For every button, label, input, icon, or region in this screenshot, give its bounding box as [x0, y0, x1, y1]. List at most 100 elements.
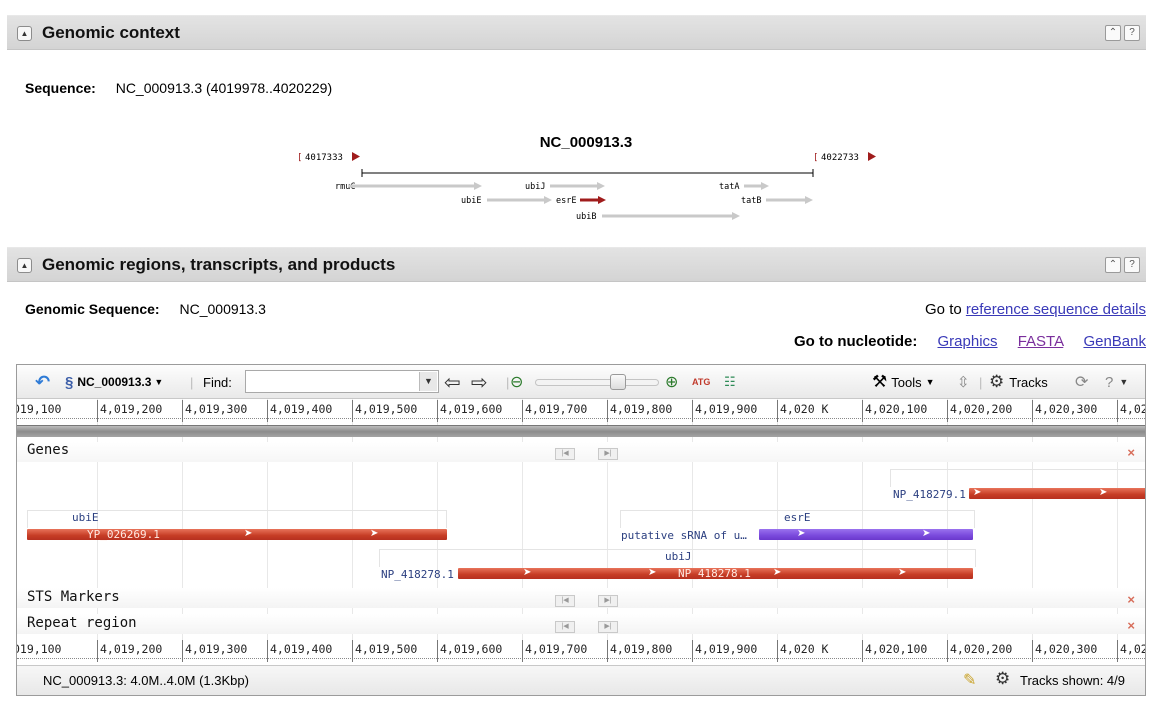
gene-label-ubiB: ubiB: [576, 212, 596, 222]
feature-label-np418279[interactable]: NP_418279.1: [893, 488, 966, 501]
ruler-tick: 4,019,600: [437, 640, 502, 662]
gear-icon[interactable]: ⚙: [995, 669, 1011, 688]
feature-label-putative[interactable]: putative sRNA of u…: [621, 529, 747, 542]
collapse-toggle-icon[interactable]: ▲: [17, 26, 32, 41]
sequence-line: Sequence: NC_000913.3 (4019978..4020229): [25, 80, 332, 96]
sequence-bar[interactable]: [17, 425, 1145, 437]
feature-bar-yp026269[interactable]: YP_026269.1 ➤ ➤: [27, 528, 447, 541]
ruler-tick: 4,020 K: [777, 400, 828, 422]
right-bound-label: 4022733: [821, 153, 859, 163]
close-track-icon[interactable]: ×: [1127, 445, 1135, 460]
viewer-status-bar: NC_000913.3: 4.0M..4.0M (1.3Kbp) ✎ ⚙ Tra…: [17, 665, 1145, 695]
chevron-down-icon: ▼: [1119, 377, 1129, 387]
move-up-icon[interactable]: ⌃: [1105, 25, 1121, 41]
genomic-context-header[interactable]: ▲ Genomic context ⌃ ?: [7, 15, 1146, 50]
ruler-tick: 4,019,800: [607, 640, 672, 662]
track-prev-icon[interactable]: |◀: [555, 448, 575, 460]
ruler-tick: 4,020,300: [1032, 640, 1097, 662]
feature-label-np418278[interactable]: NP_418278.1: [381, 568, 454, 581]
back-icon[interactable]: ↶: [35, 371, 51, 392]
ruler-tick: 4,019,400: [267, 640, 332, 662]
feature-bar-np418279[interactable]: ➤ ➤: [969, 487, 1145, 499]
sequence-selector[interactable]: § NC_000913.3 ▼: [65, 365, 163, 399]
tracks-config-icon[interactable]: ☷: [724, 374, 736, 389]
ruler-tick: 4,020,200: [947, 400, 1012, 422]
refresh-icon[interactable]: ⟳: [1075, 374, 1089, 391]
feature-label-ubiE[interactable]: ubiE: [72, 511, 99, 524]
track-label-repeat: Repeat region: [27, 615, 137, 631]
gene-label-ubiE: ubiE: [461, 196, 481, 206]
right-bound-arrow-icon[interactable]: [868, 152, 876, 161]
goto-reference: Go to reference sequence details: [925, 301, 1146, 318]
track-prev-icon[interactable]: |◀: [555, 621, 575, 633]
sequence-viewer[interactable]: ↶ § NC_000913.3 ▼ | Find: ▼ ⇦ ⇨ | ⊖ ⊕ AT…: [16, 364, 1146, 696]
help-icon[interactable]: ?: [1124, 257, 1140, 273]
tools-menu[interactable]: ⚒ Tools ▼: [872, 365, 935, 399]
ruler-tick: 4,019,500: [352, 400, 417, 422]
gene-label-ubiJ: ubiJ: [525, 182, 545, 192]
graphics-link[interactable]: Graphics: [937, 333, 998, 350]
feature-bar-np418278[interactable]: ➤ ➤ NP_418278.1 ➤ ➤: [458, 567, 973, 580]
goto-nucleotide: Go to nucleotide: Graphics FASTA GenBank: [794, 333, 1146, 350]
track-next-icon[interactable]: ▶|: [598, 621, 618, 633]
track-label-sts: STS Markers: [27, 589, 120, 605]
reference-sequence-details-link[interactable]: reference sequence details: [965, 301, 1146, 318]
chevron-down-icon: ▼: [154, 377, 164, 387]
tracks-shown: Tracks shown: 4/9: [1020, 673, 1126, 688]
left-bound-label: 4017333: [305, 153, 343, 163]
goto-prefix: Go to: [925, 301, 962, 318]
help-icon[interactable]: ?: [1124, 25, 1140, 41]
ruler-tick: 019,100: [16, 642, 62, 656]
feature-bar-esrE[interactable]: ➤ ➤: [759, 528, 973, 540]
zoom-slider[interactable]: [535, 379, 659, 386]
ruler-tick: 4,019,700: [522, 640, 587, 662]
section-title: Genomic regions, transcripts, and produc…: [42, 255, 396, 274]
feature-label-ubiJ[interactable]: ubiJ: [665, 550, 692, 563]
tools-icon: ⚒: [872, 372, 888, 391]
sequence-value: NC_000913.3 (4019978..4020229): [115, 80, 333, 96]
ruler-tick: 4,019,200: [97, 640, 162, 662]
genomic-sequence-value: NC_000913.3: [179, 301, 266, 317]
ruler-tick: 4,019,500: [352, 640, 417, 662]
ruler-tick: 4,02: [1117, 640, 1145, 662]
svg-text:[: [: [813, 153, 818, 163]
section-title: Genomic context: [42, 23, 180, 42]
zoom-in-icon[interactable]: ⊕: [665, 374, 679, 391]
pan-right-icon[interactable]: ⇨: [471, 371, 488, 394]
gene-label-rmuC: rmuC: [335, 182, 355, 192]
svg-text:[: [: [297, 153, 302, 163]
close-track-icon[interactable]: ×: [1127, 592, 1135, 607]
ruler-bottom[interactable]: 019,100 4,019,200 4,019,300 4,019,400 4,…: [17, 640, 1145, 662]
genomic-regions-header[interactable]: ▲ Genomic regions, transcripts, and prod…: [7, 247, 1146, 282]
ruler-tick: 4,019,600: [437, 400, 502, 422]
genbank-link[interactable]: GenBank: [1083, 333, 1146, 350]
find-input[interactable]: ▼: [245, 370, 439, 393]
ruler-tick: 4,019,700: [522, 400, 587, 422]
goto-nucleotide-label: Go to nucleotide:: [794, 333, 918, 350]
pan-left-icon[interactable]: ⇦: [444, 371, 461, 394]
ruler-tick: 4,019,300: [182, 640, 247, 662]
zoom-slider-handle[interactable]: [610, 374, 626, 390]
track-next-icon[interactable]: ▶|: [598, 595, 618, 607]
zoom-out-icon[interactable]: ⊖: [510, 374, 524, 391]
close-track-icon[interactable]: ×: [1127, 618, 1135, 633]
find-dropdown-icon[interactable]: ▼: [419, 372, 437, 391]
chevron-down-icon: ▼: [925, 377, 935, 387]
edit-icon[interactable]: ✎: [963, 672, 977, 689]
move-up-icon[interactable]: ⌃: [1105, 257, 1121, 273]
ruler-top[interactable]: 019,100 4,019,200 4,019,300 4,019,400 4,…: [17, 400, 1145, 422]
help-menu[interactable]: ? ▼: [1105, 365, 1128, 399]
collapse-icon[interactable]: ⇳: [957, 374, 970, 391]
left-bound-arrow-icon[interactable]: [352, 152, 360, 161]
fasta-link[interactable]: FASTA: [1017, 333, 1064, 350]
ruler-tick: 4,019,800: [607, 400, 672, 422]
tracks-menu[interactable]: ⚙ Tracks: [989, 365, 1048, 399]
ruler-tick: 4,019,300: [182, 400, 247, 422]
atg-icon[interactable]: ATG: [692, 377, 711, 387]
track-next-icon[interactable]: ▶|: [598, 448, 618, 460]
feature-label-esrE[interactable]: esrE: [784, 511, 811, 524]
track-prev-icon[interactable]: |◀: [555, 595, 575, 607]
genomic-sequence-line: Genomic Sequence: NC_000913.3: [25, 301, 266, 317]
find-label: Find:: [203, 374, 232, 390]
collapse-toggle-icon[interactable]: ▲: [17, 258, 32, 273]
